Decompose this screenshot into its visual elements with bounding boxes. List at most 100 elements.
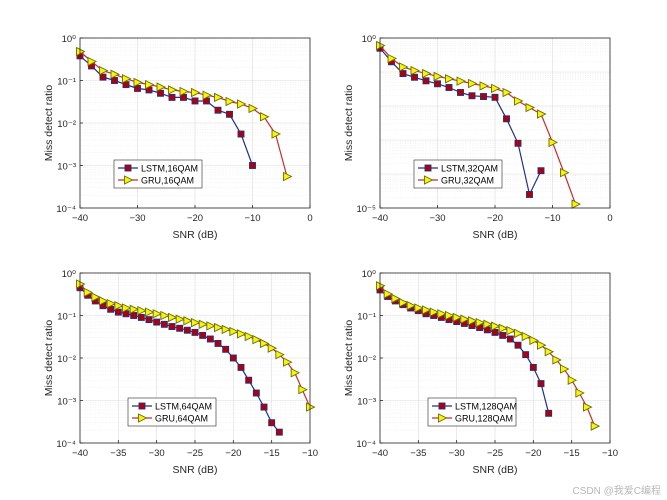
legend-label: GRU,128QAM bbox=[455, 414, 513, 424]
chart-3: −40 −35 −30 −25 −20 −15 −10 10⁰ 10⁻¹ 10⁻² 10⁻³ 10⁻⁴… bbox=[43, 269, 318, 476]
x-tick-label: −25 bbox=[187, 448, 203, 459]
data-point bbox=[225, 96, 236, 107]
data-point bbox=[506, 335, 514, 343]
x-axis-label: SNR (dB) bbox=[173, 229, 218, 241]
y-tick-label: 10⁰ bbox=[362, 269, 377, 280]
data-point bbox=[168, 312, 178, 323]
data-point bbox=[498, 323, 509, 334]
data-point bbox=[134, 85, 141, 92]
data-point bbox=[410, 65, 421, 76]
data-point bbox=[376, 40, 386, 51]
data-point bbox=[433, 71, 444, 82]
y-axis-label: Miss detect ratio bbox=[43, 320, 55, 397]
legend: LSTM,128QAM GRU,128QAM bbox=[427, 397, 517, 427]
data-point bbox=[168, 93, 176, 101]
data-point bbox=[221, 324, 232, 335]
y-tick-label: 10⁻² bbox=[57, 354, 76, 365]
data-point bbox=[252, 334, 262, 345]
data-point bbox=[479, 81, 490, 91]
legend-marker bbox=[424, 175, 434, 185]
series-GRU,128QAM bbox=[376, 281, 601, 431]
data-point bbox=[168, 323, 176, 330]
data-point bbox=[491, 328, 499, 336]
data-point bbox=[545, 409, 553, 417]
data-point bbox=[99, 296, 109, 306]
legend-label: LSTM,32QAM bbox=[441, 164, 498, 174]
data-point bbox=[145, 79, 155, 90]
data-point bbox=[229, 354, 237, 362]
y-tick-label: 10⁻⁴ bbox=[56, 204, 76, 215]
y-tick-label: 10⁻¹ bbox=[57, 77, 76, 88]
x-tick-label: −20 bbox=[187, 213, 203, 224]
data-point bbox=[422, 68, 432, 79]
series-LSTM,32QAM bbox=[376, 44, 545, 198]
data-point bbox=[191, 87, 201, 98]
data-point bbox=[468, 78, 478, 89]
data-point bbox=[214, 92, 224, 103]
data-point bbox=[468, 316, 478, 326]
data-point bbox=[529, 335, 539, 346]
data-point bbox=[548, 137, 559, 148]
data-point bbox=[460, 314, 470, 324]
data-point bbox=[260, 403, 268, 411]
x-axis-label: SNR (dB) bbox=[473, 464, 518, 476]
data-point bbox=[514, 139, 522, 147]
data-point bbox=[491, 321, 501, 331]
x-tick-label: −10 bbox=[244, 213, 260, 224]
data-point bbox=[560, 167, 570, 178]
data-point bbox=[525, 102, 536, 113]
data-point bbox=[514, 341, 522, 349]
data-point bbox=[445, 74, 455, 84]
data-point bbox=[229, 326, 239, 337]
data-point bbox=[244, 331, 255, 342]
y-axis-label: Miss detect ratio bbox=[343, 320, 355, 397]
data-point bbox=[175, 314, 186, 324]
data-point bbox=[153, 318, 161, 326]
x-tick-label: −20 bbox=[225, 448, 241, 459]
data-point bbox=[267, 343, 278, 353]
data-point bbox=[202, 90, 213, 100]
data-point bbox=[437, 309, 447, 319]
data-point bbox=[283, 357, 293, 367]
legend-label: LSTM,64QAM bbox=[155, 402, 212, 412]
y-tick-label: 10⁻¹ bbox=[57, 312, 76, 323]
x-tick-label: −30 bbox=[449, 448, 465, 459]
x-tick-label: −35 bbox=[110, 448, 126, 459]
x-tick-label: −40 bbox=[72, 213, 88, 224]
data-point bbox=[206, 335, 214, 343]
data-point bbox=[180, 93, 187, 101]
data-point bbox=[529, 363, 537, 371]
data-point bbox=[399, 70, 407, 78]
data-point bbox=[571, 199, 582, 209]
legend-label: GRU,16QAM bbox=[141, 176, 194, 186]
data-point bbox=[111, 77, 118, 84]
data-point bbox=[445, 310, 455, 321]
data-point bbox=[271, 129, 282, 139]
x-tick-label: −10 bbox=[302, 448, 318, 459]
x-tick-label: −30 bbox=[129, 213, 145, 224]
y-tick-label: 10⁻¹ bbox=[357, 312, 376, 323]
data-point bbox=[249, 162, 256, 169]
data-point bbox=[268, 419, 276, 427]
y-tick-label: 10⁻³ bbox=[57, 397, 76, 408]
series-LSTM,16QAM bbox=[76, 52, 256, 169]
data-point bbox=[160, 320, 168, 328]
data-point bbox=[145, 307, 155, 317]
x-tick-label: −20 bbox=[487, 213, 503, 224]
data-point bbox=[248, 103, 259, 114]
y-axis-label: Miss detect ratio bbox=[43, 85, 55, 162]
y-axis-label: Miss detect ratio bbox=[343, 85, 355, 162]
data-point bbox=[198, 319, 209, 330]
data-point bbox=[422, 77, 430, 85]
data-point bbox=[245, 376, 253, 384]
y-tick-label: 10⁰ bbox=[62, 34, 77, 45]
data-point bbox=[537, 380, 545, 388]
legend-marker bbox=[124, 164, 132, 172]
data-point bbox=[514, 328, 524, 339]
data-point bbox=[76, 279, 86, 289]
legend-label: LSTM,128QAM bbox=[455, 402, 517, 412]
data-point bbox=[214, 339, 222, 347]
data-point bbox=[499, 331, 507, 339]
legend-label: LSTM,16QAM bbox=[141, 164, 198, 174]
series-GRU,64QAM bbox=[76, 279, 316, 412]
